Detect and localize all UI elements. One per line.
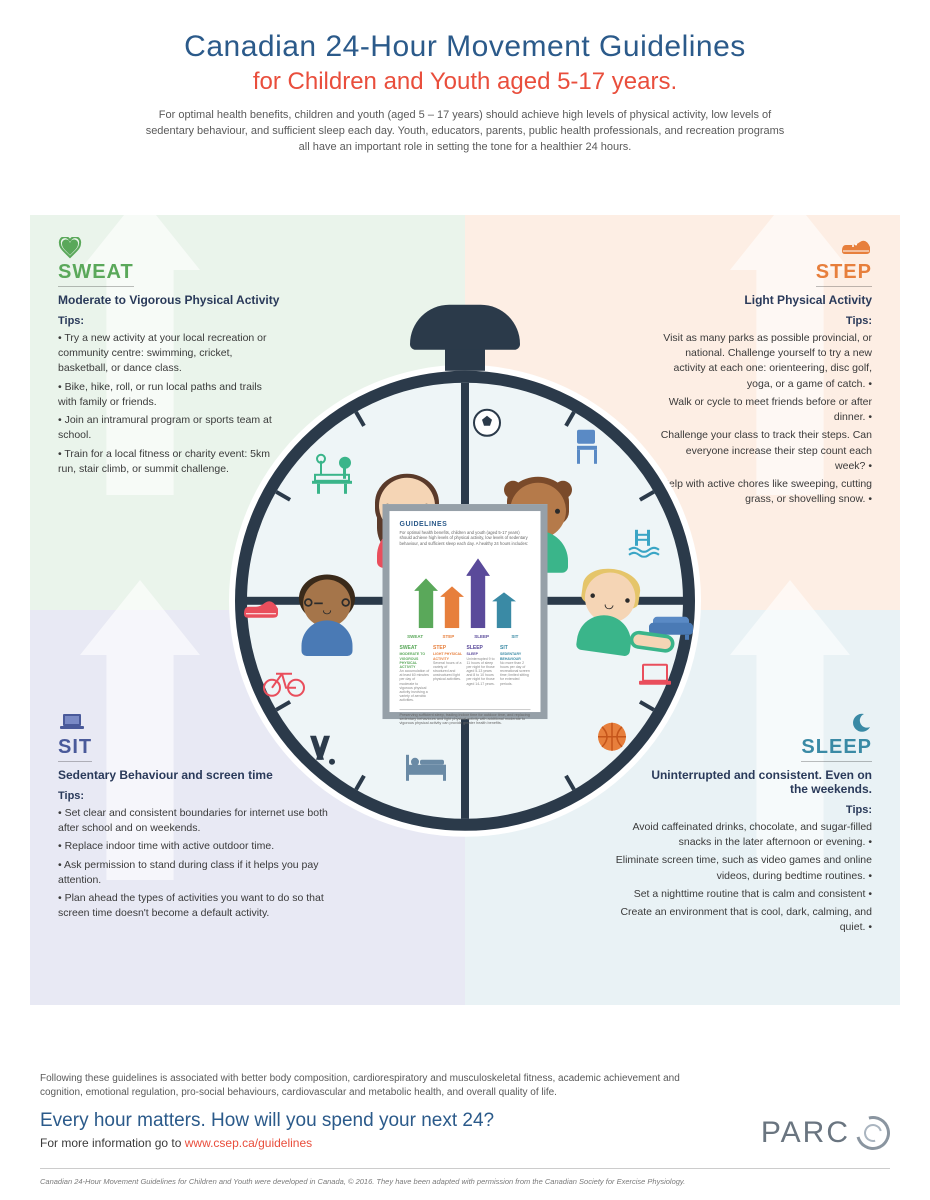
heart-icon xyxy=(58,237,437,259)
tip-item: Try a new activity at your local recreat… xyxy=(58,331,273,377)
card-footer: Preserving sufficient sleep, trading ind… xyxy=(400,709,531,725)
card-columns: SWEATMODERATE TO VIGOROUS PHYSICAL ACTIV… xyxy=(400,645,531,702)
intro-text: For optimal health benefits, children an… xyxy=(145,108,785,156)
bed-icon xyxy=(402,751,450,789)
hockey-icon xyxy=(302,732,338,774)
tip-item: Replace indoor time with active outdoor … xyxy=(58,839,338,854)
logo-swirl-icon xyxy=(850,1110,896,1156)
park-icon xyxy=(307,453,357,509)
sleep-tips: Avoid caffeinated drinks, chocolate, and… xyxy=(612,820,872,936)
tip-item: Plan ahead the types of activities you w… xyxy=(58,891,338,921)
tip-item: Create an environment that is cool, dark… xyxy=(612,905,872,935)
guidelines-link[interactable]: www.csep.ca/guidelines xyxy=(185,1136,312,1150)
sweat-title: SWEAT xyxy=(58,261,134,287)
main-title: Canadian 24-Hour Movement Guidelines xyxy=(60,30,870,64)
shoe-icon xyxy=(840,237,872,259)
main-subtitle: for Children and Youth aged 5-17 years. xyxy=(60,68,870,96)
footer: Following these guidelines is associated… xyxy=(30,1052,900,1200)
quadrant-grid: SWEAT Moderate to Vigorous Physical Acti… xyxy=(30,215,900,1005)
card-arrow-labels: SWEAT STEP SLEEP SIT xyxy=(400,634,531,639)
basketball-icon xyxy=(596,721,628,759)
chair-icon xyxy=(571,428,603,472)
sit-title: SIT xyxy=(58,736,92,762)
bike-icon xyxy=(262,668,306,704)
step-title: STEP xyxy=(816,261,872,287)
sweat-subtitle: Moderate to Vigorous Physical Activity xyxy=(58,293,288,307)
sneaker-icon xyxy=(242,598,282,628)
tip-item: Set a nighttime routine that is calm and… xyxy=(612,887,872,902)
kid-left xyxy=(293,580,361,657)
moon-icon xyxy=(850,712,872,734)
card-blurb: For optimal health benefits, children an… xyxy=(400,530,531,546)
sleep-title: SLEEP xyxy=(801,736,872,762)
guidelines-card: GUIDELINES For optimal health benefits, … xyxy=(383,504,548,719)
sweat-tips-label: Tips: xyxy=(58,315,437,327)
soccer-icon xyxy=(472,408,502,444)
stopwatch: GUIDELINES For optimal health benefits, … xyxy=(235,371,695,831)
step-subtitle: Light Physical Activity xyxy=(642,293,872,307)
card-arrows xyxy=(400,558,531,628)
pool-icon xyxy=(627,528,663,564)
step-tips-label: Tips: xyxy=(493,315,872,327)
footer-credit: Canadian 24-Hour Movement Guidelines for… xyxy=(40,1168,890,1186)
kid-right xyxy=(567,568,650,658)
tip-item: Eliminate screen time, such as video gam… xyxy=(612,853,872,883)
card-heading: GUIDELINES xyxy=(400,521,531,528)
parc-logo: PARC xyxy=(761,1116,890,1150)
tip-item: Ask permission to stand during class if … xyxy=(58,858,338,888)
footer-text: Following these guidelines is associated… xyxy=(40,1072,720,1100)
laptop-small-icon xyxy=(637,663,673,695)
header: Canadian 24-Hour Movement Guidelines for… xyxy=(0,0,930,171)
